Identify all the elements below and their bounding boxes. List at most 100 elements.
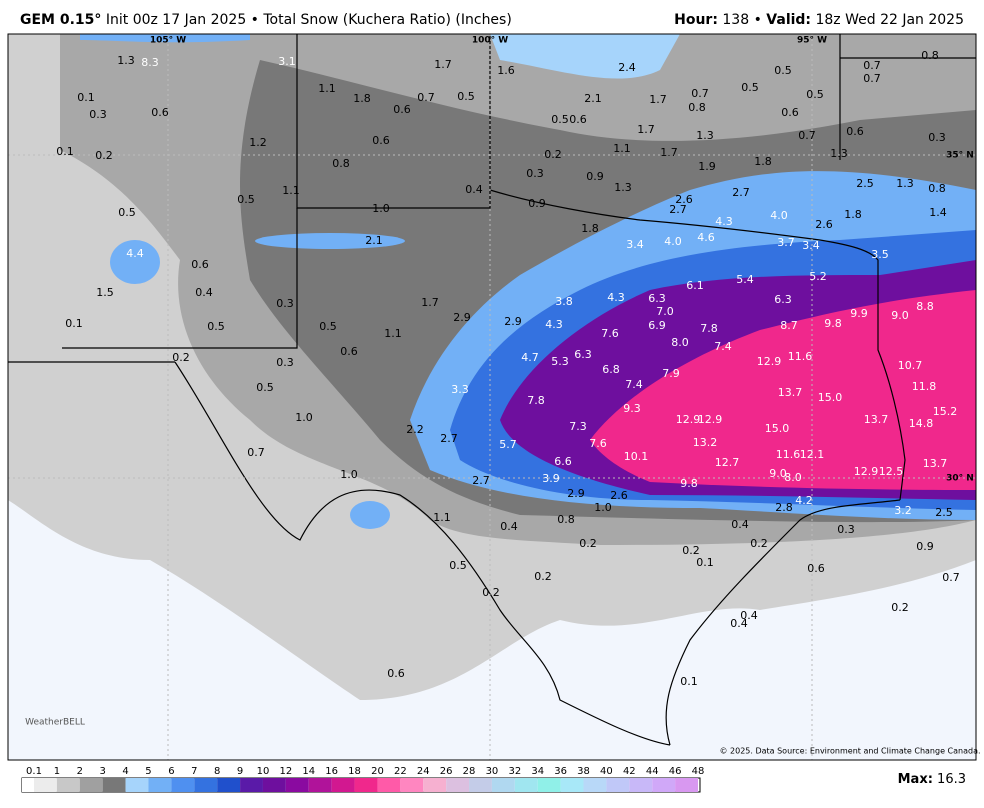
colorbar-tick-label: 7 xyxy=(191,766,197,777)
snow-label: 1.7 xyxy=(649,93,667,106)
snow-label: 15.2 xyxy=(933,405,958,418)
border xyxy=(174,361,671,746)
colorbar-tick-label: 12 xyxy=(279,766,292,777)
snow-label: 7.9 xyxy=(662,367,680,380)
snow-label: 10.1 xyxy=(624,450,649,463)
snow-spot xyxy=(490,34,680,79)
snow-label: 6.6 xyxy=(554,455,572,468)
snow-label: 1.7 xyxy=(660,146,678,159)
snow-label: 9.8 xyxy=(680,477,698,490)
coast xyxy=(665,499,901,746)
snow-label: 0.7 xyxy=(691,87,709,100)
snow-label: 0.2 xyxy=(544,148,562,161)
logo: WeatherBELL xyxy=(25,718,85,728)
colorbar-tick-label: 34 xyxy=(531,766,544,777)
snow-label: 0.1 xyxy=(65,317,83,330)
header-right: Hour: 138 • Valid: 18z Wed 22 Jan 2025 xyxy=(674,12,964,28)
snow-label: 7.4 xyxy=(714,340,732,353)
snow-label: 1.3 xyxy=(896,177,914,190)
snow-label: 2.7 xyxy=(440,432,458,445)
colorbar-segment xyxy=(240,778,263,792)
snow-label: 6.3 xyxy=(774,293,792,306)
gridline-label: 30° N xyxy=(946,474,974,484)
hour: 138 xyxy=(722,12,750,28)
snow-label: 11.6 xyxy=(788,350,813,363)
colorbar-segment xyxy=(171,778,195,792)
snow-label: 0.7 xyxy=(247,446,265,459)
colorbar-segment xyxy=(652,778,676,792)
snow-label: 0.7 xyxy=(417,91,435,104)
snow-label: 11.8 xyxy=(912,380,937,393)
snow-label: 0.3 xyxy=(276,297,294,310)
colorbar-tick-label: 38 xyxy=(577,766,590,777)
snow-label: 7.6 xyxy=(589,437,607,450)
snow-label: 3.1 xyxy=(278,55,296,68)
snow-label: 2.9 xyxy=(453,311,471,324)
colorbar-segment xyxy=(675,778,698,792)
snow-label: 0.6 xyxy=(846,125,864,138)
header: GEM 0.15° Init 00z 17 Jan 2025 • Total S… xyxy=(0,0,984,34)
map-frame xyxy=(7,33,977,761)
snow-label: 3.5 xyxy=(871,248,889,261)
snow-label: 6.3 xyxy=(648,292,666,305)
snow-label: 3.8 xyxy=(555,295,573,308)
snow-label: 0.3 xyxy=(276,356,294,369)
snow-label: 4.3 xyxy=(715,215,733,228)
snow-label: 3.2 xyxy=(894,504,912,517)
snow-label: 0.8 xyxy=(928,182,946,195)
colorbar-segment xyxy=(34,778,57,792)
snow-label: 1.6 xyxy=(497,64,515,77)
colorbar-tick-label: 18 xyxy=(348,766,361,777)
snow-label: 7.0 xyxy=(656,305,674,318)
snow-label: 0.7 xyxy=(942,571,960,584)
snow-label: 0.6 xyxy=(807,562,825,575)
snow-label: 0.5 xyxy=(319,320,337,333)
snow-label: 0.6 xyxy=(393,103,411,116)
colorbar-tick-label: 20 xyxy=(371,766,384,777)
colorbar-tick-label: 8 xyxy=(214,766,220,777)
snow-label: 3.3 xyxy=(451,383,469,396)
snow-label: 13.7 xyxy=(923,457,948,470)
snow-label: 10.7 xyxy=(898,359,923,372)
snow-label: 2.2 xyxy=(406,423,424,436)
snow-label: 0.4 xyxy=(730,617,748,630)
colorbar-segment xyxy=(217,778,241,792)
colorbar: 0.1 1 2 3 4 5 6 7 8 9 10 12 14 16 18 20 22 24 26 28 30 32 34 36… xyxy=(22,766,704,792)
colorbar-segment xyxy=(102,778,126,792)
snow-label: 4.0 xyxy=(664,235,682,248)
snow-label: 3.4 xyxy=(626,238,644,251)
snow-label: 0.5 xyxy=(237,193,255,206)
colorbar-tick-label: 22 xyxy=(394,766,407,777)
snow-label: 8.0 xyxy=(671,336,689,349)
gridline-label: 100° W xyxy=(472,36,508,46)
snow-label: 0.8 xyxy=(921,49,939,62)
colorbar-segment xyxy=(400,778,424,792)
colorbar-tick-label: 24 xyxy=(417,766,430,777)
snow-label: 0.5 xyxy=(774,64,792,77)
colorbar-tick-label: 44 xyxy=(646,766,659,777)
snow-label: 2.7 xyxy=(669,203,687,216)
snow-label: 0.9 xyxy=(528,197,546,210)
snow-label: 2.7 xyxy=(472,474,490,487)
colorbar-tick-label: 28 xyxy=(463,766,476,777)
colorbar-segment xyxy=(583,778,607,792)
snow-label: 5.2 xyxy=(809,270,827,283)
snow-label: 12.5 xyxy=(879,465,904,478)
valid-label: Valid: xyxy=(766,12,812,28)
snow-label: 0.9 xyxy=(916,540,934,553)
snow-label: 9.8 xyxy=(824,317,842,330)
snow-label: 0.4 xyxy=(500,520,518,533)
snow-pink xyxy=(590,290,976,490)
colorbar-tick-label: 5 xyxy=(145,766,151,777)
snow-label: 2.5 xyxy=(935,506,953,519)
colorbar-segment xyxy=(560,778,584,792)
colorbar-tick-label: 26 xyxy=(440,766,453,777)
max-label: Max: xyxy=(897,772,933,787)
colorbar-segment xyxy=(377,778,401,792)
snow-label: 5.3 xyxy=(551,355,569,368)
snow-label: 0.7 xyxy=(863,59,881,72)
snow-label: 0.5 xyxy=(741,81,759,94)
description: Init 00z 17 Jan 2025 • Total Snow (Kuche… xyxy=(105,12,512,28)
graticule xyxy=(8,34,976,760)
